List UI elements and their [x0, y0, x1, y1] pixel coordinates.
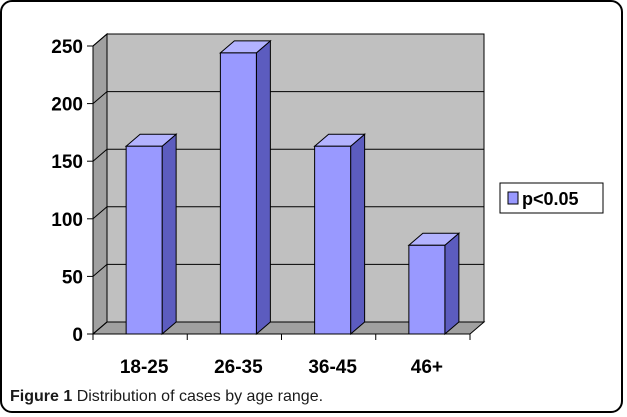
legend: p<0.05 — [499, 182, 604, 214]
x-tick-label: 46+ — [411, 357, 443, 378]
x-tick-label: 18-25 — [120, 357, 169, 378]
bar — [124, 133, 178, 336]
gridline — [92, 33, 484, 47]
y-tick-label: 150 — [51, 152, 83, 173]
legend-swatch — [507, 191, 519, 205]
bar-front — [125, 145, 163, 335]
gridline — [92, 91, 484, 104]
bar — [313, 133, 366, 336]
y-tick-label: 0 — [72, 325, 83, 346]
bar-side — [161, 133, 177, 336]
bar-side — [444, 232, 460, 336]
bar-front — [314, 145, 352, 335]
plot-side-wall — [92, 32, 108, 336]
x-tick-label: 26-35 — [214, 357, 263, 378]
y-tick-label: 100 — [51, 210, 83, 231]
figure-caption: Figure 1 Distribution of cases by age ra… — [10, 388, 323, 406]
bar-front — [219, 52, 257, 335]
caption-text: Distribution of cases by age range. — [76, 388, 324, 405]
plot-area — [91, 32, 486, 336]
bar — [219, 39, 272, 336]
bar-side — [350, 133, 366, 336]
y-tick-label: 50 — [62, 267, 83, 288]
y-tick-label: 250 — [51, 37, 83, 58]
x-tick-label: 36-45 — [308, 357, 357, 378]
y-tick-label: 200 — [51, 95, 83, 116]
bar — [407, 232, 461, 336]
legend-label: p<0.05 — [522, 189, 579, 209]
caption-label: Figure 1 — [10, 388, 73, 405]
bar-front — [408, 244, 446, 335]
x-tick-labels: 18-25 26-35 36-45 46+ — [120, 357, 443, 378]
bar-side — [255, 39, 271, 336]
y-tick-labels: 0 50 100 150 200 250 — [51, 37, 83, 346]
bars — [124, 39, 461, 336]
